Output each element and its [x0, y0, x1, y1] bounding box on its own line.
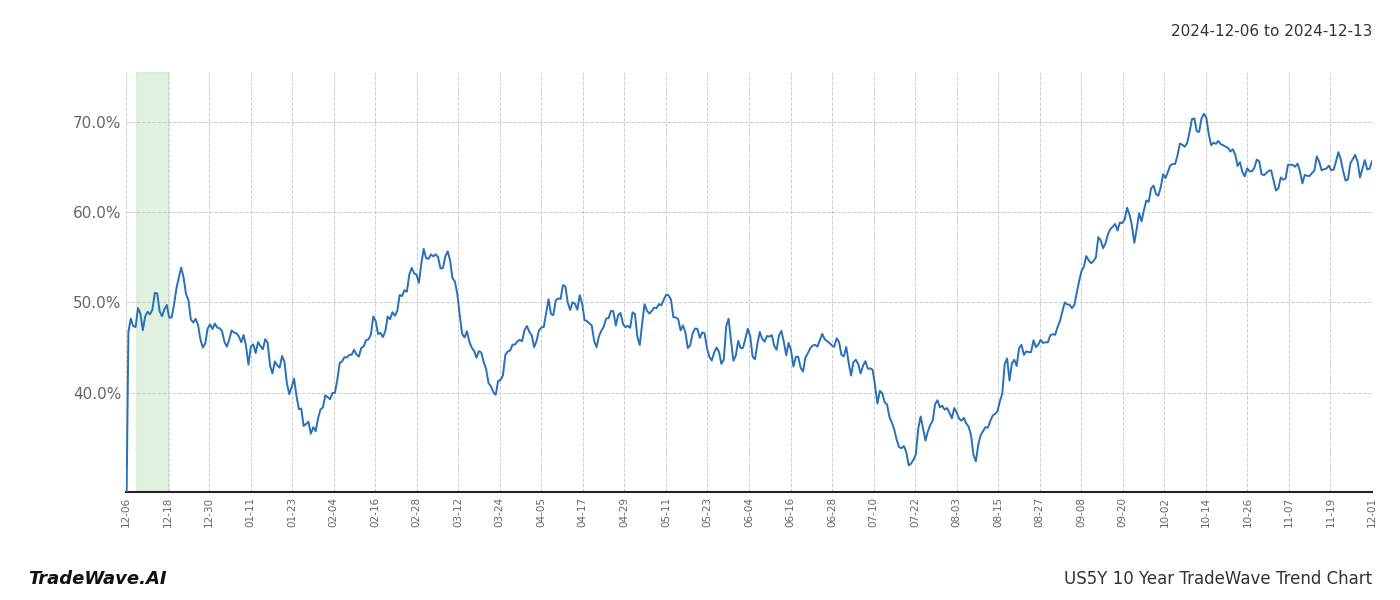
Text: US5Y 10 Year TradeWave Trend Chart: US5Y 10 Year TradeWave Trend Chart — [1064, 570, 1372, 588]
Text: 2024-12-06 to 2024-12-13: 2024-12-06 to 2024-12-13 — [1170, 24, 1372, 39]
Text: TradeWave.AI: TradeWave.AI — [28, 570, 167, 588]
Bar — [136, 72, 169, 492]
